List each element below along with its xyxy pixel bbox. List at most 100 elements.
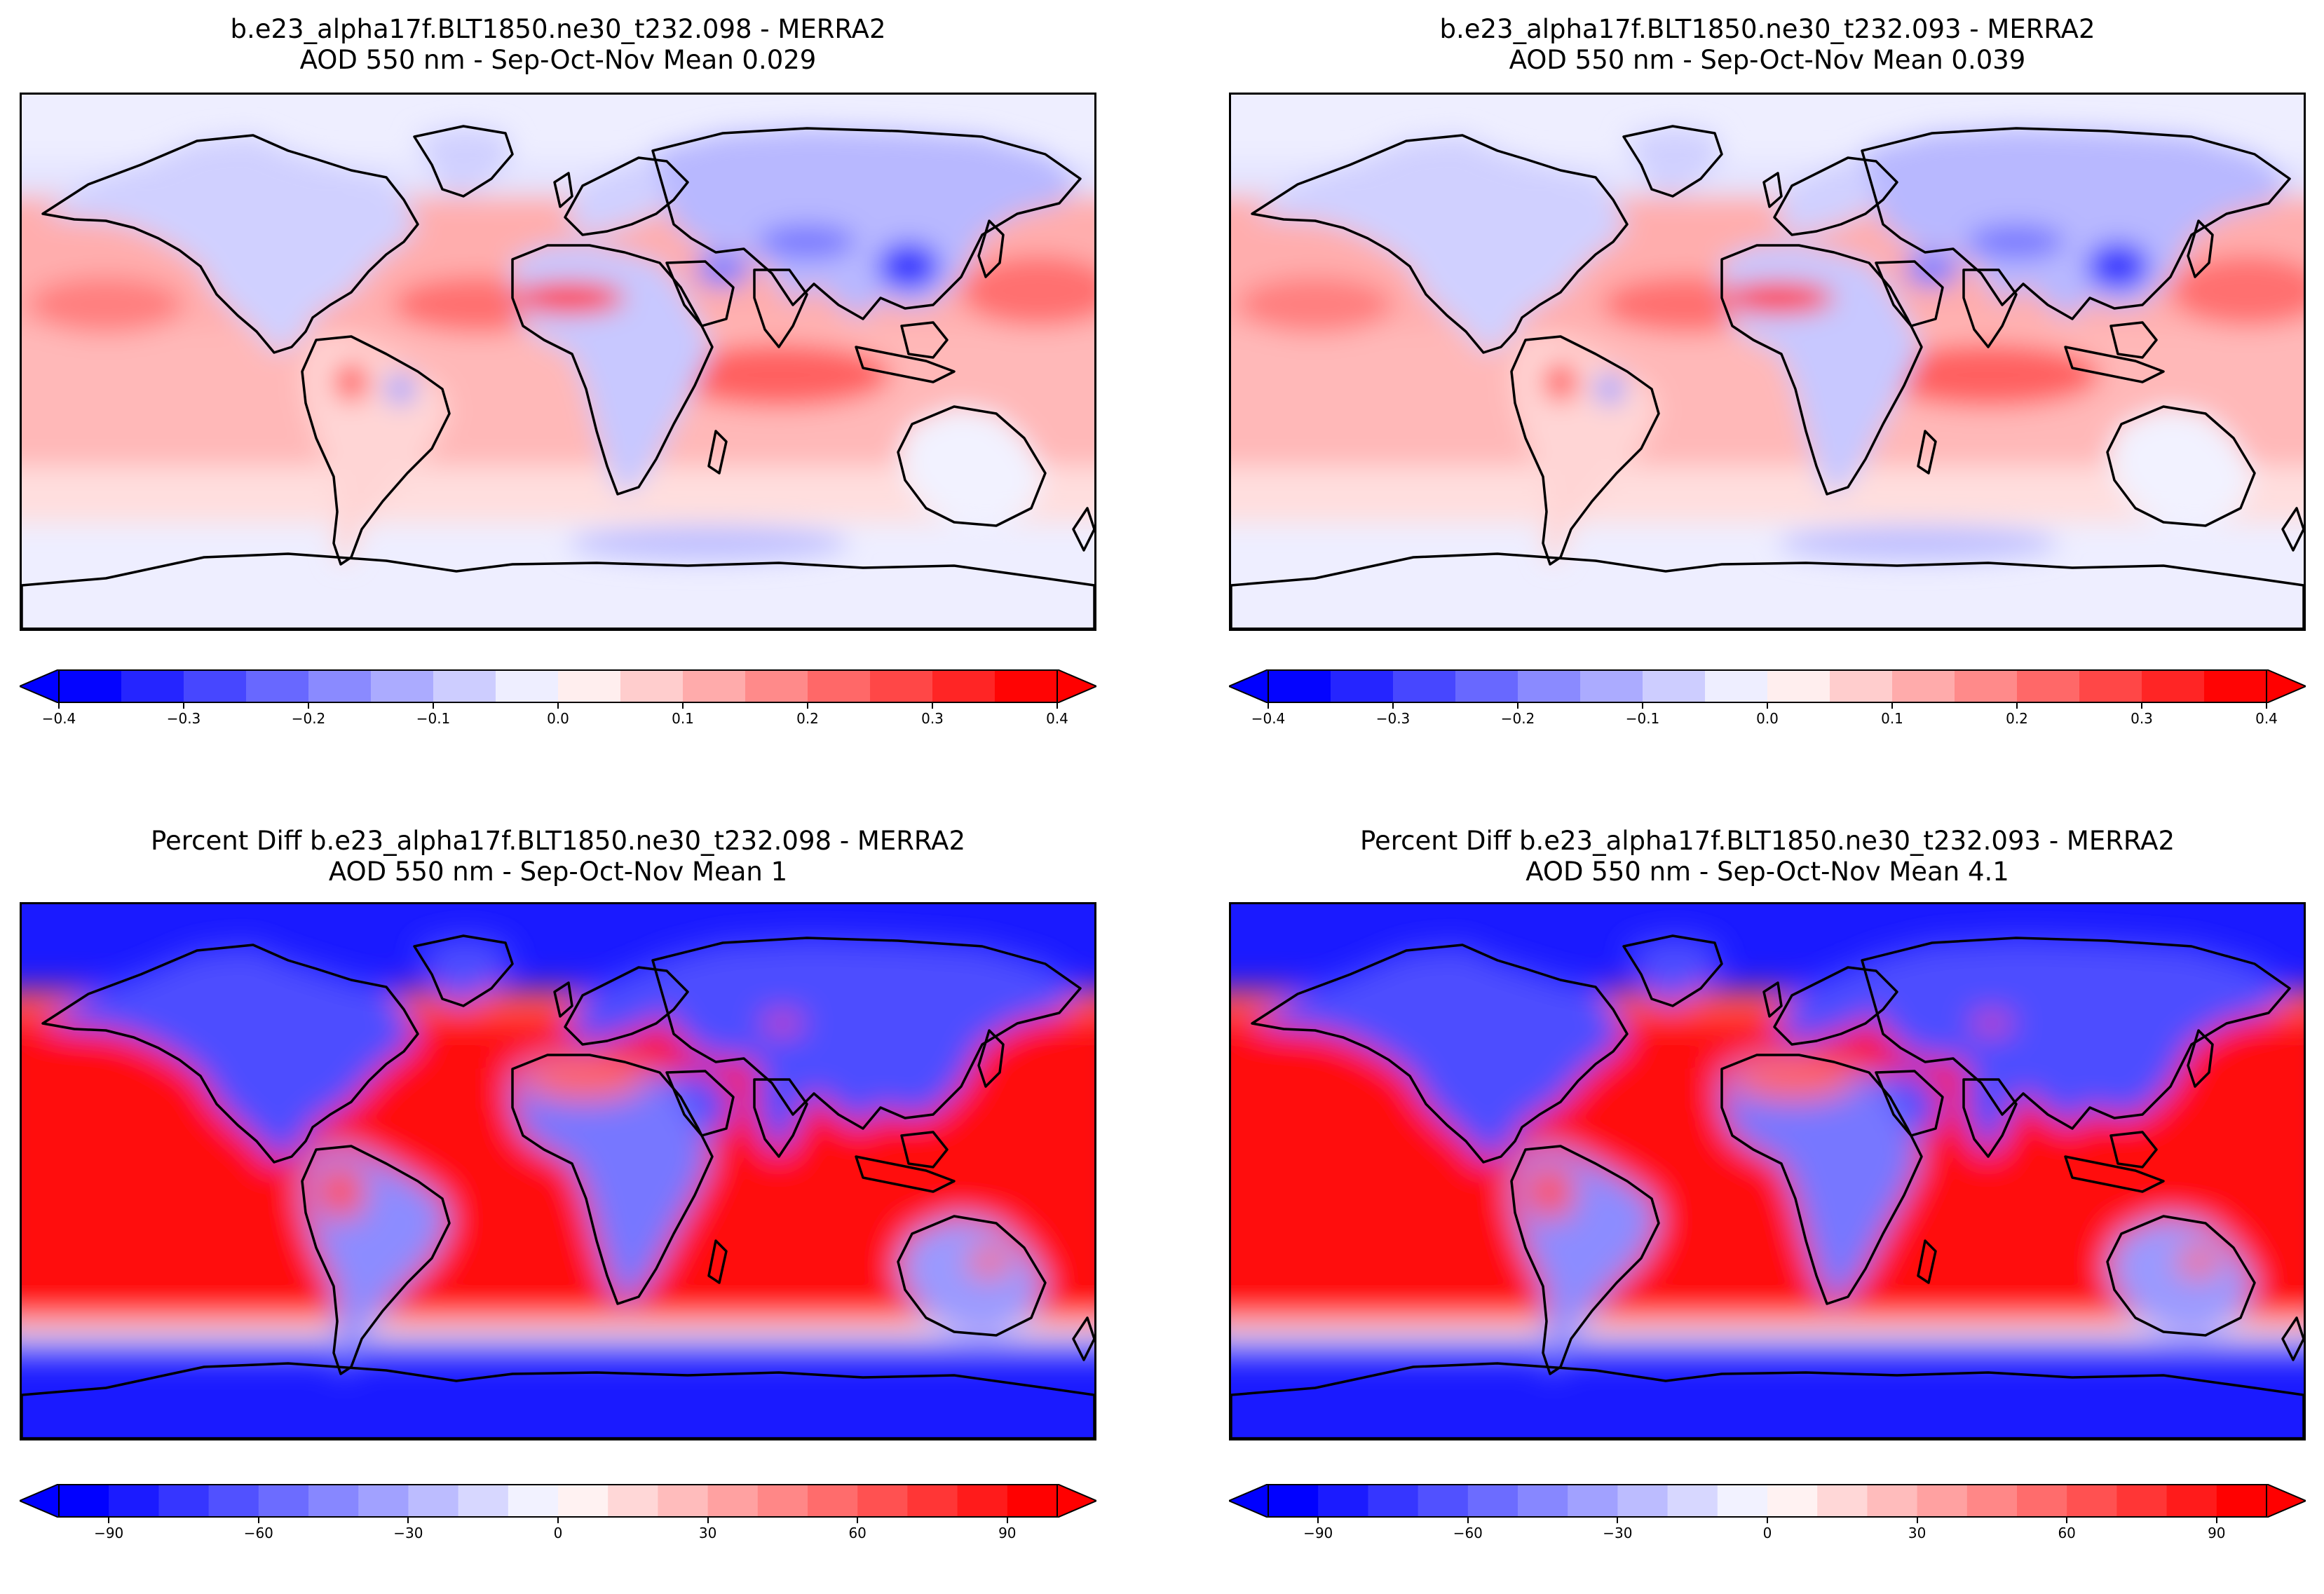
colorbar-tickmark	[2016, 703, 2018, 709]
colorbar-tick-label: −60	[1453, 1525, 1483, 1541]
coastline-greenland	[413, 934, 514, 1007]
percent-field	[1231, 936, 2304, 1374]
colorbar-bin	[932, 669, 995, 703]
colorbar-bin	[957, 1484, 1008, 1518]
coastline-newZealand	[2281, 507, 2304, 552]
amazon-high-patch	[1525, 1164, 1575, 1220]
colorbar-tick-label: −0.4	[1251, 710, 1286, 727]
colorbar-tick-label: −0.3	[166, 710, 201, 727]
colorbar-tick-label: 0	[1762, 1525, 1772, 1541]
colorbar-tickmark	[1617, 1518, 1619, 1523]
colorbar-tickmark	[108, 1518, 110, 1523]
coastline-asia	[651, 127, 1082, 320]
coastline-seAsiaIslands	[2064, 1155, 2165, 1193]
colorbar-tickmark	[557, 1518, 559, 1523]
coastline-japan	[977, 1029, 1005, 1088]
colorbar-bin	[1705, 669, 1768, 703]
colorbar-tickmark	[433, 703, 434, 709]
colorbar-tickmark	[857, 1518, 859, 1523]
panel-2-colorbar-svg	[1227, 668, 2308, 704]
coastline-antarctica	[22, 1362, 1094, 1438]
colorbar-tickmark	[1006, 1518, 1008, 1523]
panel-2-title-line2: AOD 550 nm - Sep-Oct-Nov Mean 0.039	[1509, 45, 2026, 75]
colorbar-bin	[1368, 1484, 1419, 1518]
coastline-arabia	[1875, 260, 1944, 327]
coastline-greenland	[1622, 934, 1723, 1007]
tarim-high-patch	[1972, 1016, 2011, 1030]
coastline-arabia	[665, 260, 735, 327]
colorbar-bin	[308, 1484, 359, 1518]
colorbar-tick-label: 60	[848, 1525, 867, 1541]
colorbar-tickmark	[407, 1518, 409, 1523]
colorbar-tick-label: −0.2	[1500, 710, 1535, 727]
colorbar-bin	[109, 1484, 159, 1518]
colorbar-extend-low	[18, 668, 60, 704]
colorbar-bin	[1568, 1484, 1618, 1518]
colorbar-bin	[808, 669, 871, 703]
colorbar-tick-label: 0.4	[1046, 710, 1068, 727]
colorbar-tickmark	[2266, 703, 2267, 709]
panel-1-title: b.e23_alpha17f.BLT1850.ne30_t232.098 - M…	[20, 14, 1096, 76]
coastline-asia	[1861, 127, 2291, 320]
colorbar-bin	[745, 669, 808, 703]
colorbar-bin	[608, 1484, 658, 1518]
colorbar-bin	[808, 1484, 858, 1518]
colorbar-bin	[1518, 669, 1581, 703]
colorbar-bin	[2216, 1484, 2267, 1518]
colorbar-tickmark	[682, 703, 684, 709]
coastline-europe	[564, 966, 689, 1046]
colorbar-extend-low	[1227, 1483, 1269, 1519]
colorbar-bin	[2142, 669, 2205, 703]
colorbar-bin	[496, 669, 559, 703]
colorbar-tick-label: 0.1	[1881, 710, 1903, 727]
colorbar-tick-label: −60	[243, 1525, 273, 1541]
colorbar-tick-label: −30	[1603, 1525, 1633, 1541]
colorbar-bin	[658, 1484, 709, 1518]
colorbar-tickmark	[2066, 1518, 2068, 1523]
colorbar-bin	[121, 669, 184, 703]
colorbar-bin	[1331, 669, 1394, 703]
colorbar-tickmark	[1891, 703, 1893, 709]
coastline-asia	[1861, 936, 2291, 1130]
coastline-antarctica	[22, 552, 1094, 629]
colorbar-tick-label: 30	[1908, 1525, 1927, 1541]
coastlines	[1231, 125, 2304, 629]
colorbar-tick-label: 60	[2058, 1525, 2076, 1541]
colorbar-bin	[1966, 1484, 2018, 1518]
colorbar-bin	[683, 669, 746, 703]
colorbar-tick-label: −0.4	[41, 710, 76, 727]
colorbar-tickmark	[1317, 1518, 1319, 1523]
panel-3-map	[20, 902, 1096, 1440]
coastline-borneo	[2109, 321, 2158, 359]
coastline-greenland	[1622, 125, 1723, 198]
colorbar-extend-high	[1056, 1483, 1099, 1519]
panel-2-title: b.e23_alpha17f.BLT1850.ne30_t232.093 - M…	[1229, 14, 2306, 76]
colorbar-tick-label: 0.3	[921, 710, 944, 727]
panel-4-title: Percent Diff b.e23_alpha17f.BLT1850.ne30…	[1229, 826, 2306, 887]
colorbar-bin	[308, 669, 372, 703]
coastline-northAmerica	[41, 134, 419, 354]
coastline-uk	[1762, 172, 1783, 208]
coastline-arabia	[665, 1070, 735, 1137]
panel-3-title-line1: Percent Diff b.e23_alpha17f.BLT1850.ne30…	[150, 826, 965, 856]
panel-1-map	[20, 93, 1096, 631]
panel-4-title-line1: Percent Diff b.e23_alpha17f.BLT1850.ne30…	[1359, 826, 2175, 856]
colorbar-bin	[158, 1484, 210, 1518]
panel-3-title: Percent Diff b.e23_alpha17f.BLT1850.ne30…	[20, 826, 1096, 887]
colorbar-tick-label: −0.3	[1375, 710, 1411, 727]
panel-4-colorbar: −90 −60 −30 0 30 60 90	[1227, 1483, 2308, 1541]
panel-4-map-svg	[1231, 904, 2304, 1438]
coastline-southAmerica	[1510, 1145, 1660, 1375]
colorbar-bin	[208, 1484, 259, 1518]
coastline-arabia	[1875, 1070, 1944, 1137]
panel-2-title-line1: b.e23_alpha17f.BLT1850.ne30_t232.093 - M…	[1439, 14, 2095, 44]
panel-1-title-line2: AOD 550 nm - Sep-Oct-Nov Mean 0.029	[299, 45, 817, 75]
colorbar-bin	[870, 669, 933, 703]
colorbar-bin	[620, 669, 684, 703]
coastline-madagascar	[707, 430, 728, 475]
colorbar-bin	[1643, 669, 1706, 703]
coastline-australia	[897, 1215, 1047, 1337]
colorbar-bin	[1830, 669, 1893, 703]
coastlines	[1231, 934, 2304, 1438]
colorbar-tickmark	[1517, 703, 1518, 709]
